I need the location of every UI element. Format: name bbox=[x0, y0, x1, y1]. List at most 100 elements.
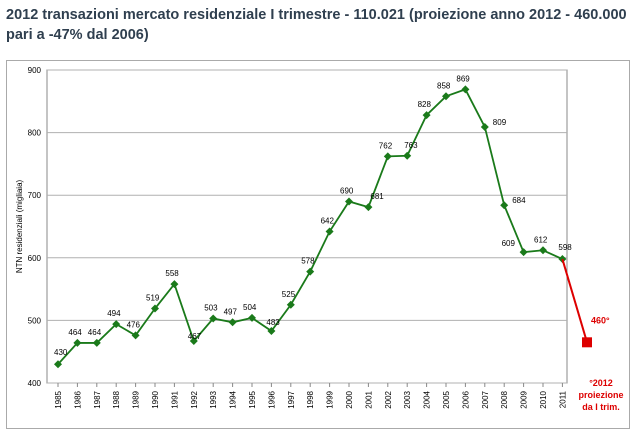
x-tick-label: 2001 bbox=[364, 390, 373, 408]
x-tick-label: 2011 bbox=[558, 390, 567, 408]
y-tick-labels: 400 500 600 700 800 900 bbox=[28, 66, 42, 388]
y-tick-label: 900 bbox=[28, 66, 42, 75]
data-point bbox=[539, 246, 547, 255]
x-tick-label: 2010 bbox=[539, 390, 548, 408]
data-label: 483 bbox=[266, 318, 280, 327]
data-label: 464 bbox=[88, 328, 102, 337]
chart-frame bbox=[6, 60, 630, 429]
data-label: 762 bbox=[379, 141, 393, 150]
data-label: 858 bbox=[437, 81, 451, 90]
x-tick-label: 1997 bbox=[287, 390, 296, 408]
y-tick-label: 700 bbox=[28, 191, 42, 200]
data-point bbox=[325, 227, 334, 236]
x-tick-label: 1986 bbox=[73, 390, 82, 408]
data-point bbox=[442, 92, 450, 101]
data-point bbox=[189, 337, 198, 346]
data-label: 578 bbox=[301, 257, 315, 266]
data-label: 809 bbox=[493, 118, 507, 127]
projection-value-label: 460° bbox=[591, 315, 610, 325]
data-label: 612 bbox=[534, 235, 548, 244]
data-point bbox=[131, 331, 140, 340]
x-tick-label: 2007 bbox=[481, 390, 490, 408]
x-tick-label: 1987 bbox=[93, 390, 102, 408]
data-label: 467 bbox=[188, 332, 202, 341]
projection-note: °2012 bbox=[589, 378, 613, 388]
x-tick-labels: 1985 1986 1987 1988 1989 1990 1991 1992 1993 1994… bbox=[54, 390, 567, 408]
x-tick-label: 1991 bbox=[170, 390, 179, 408]
data-label: 684 bbox=[512, 196, 526, 205]
data-point bbox=[170, 280, 179, 289]
y-tick-label: 400 bbox=[28, 379, 42, 388]
data-label: 828 bbox=[418, 100, 432, 109]
data-label: 497 bbox=[224, 307, 238, 316]
data-point bbox=[345, 197, 353, 206]
data-point bbox=[500, 201, 509, 210]
x-tick-label: 2002 bbox=[384, 390, 393, 408]
data-point bbox=[209, 314, 218, 323]
projection: 460° °2012 proiezione da I trim. bbox=[561, 258, 624, 412]
data-label: 681 bbox=[370, 192, 384, 201]
data-point bbox=[112, 320, 121, 329]
data-point bbox=[422, 111, 431, 120]
x-tick-label: 2009 bbox=[520, 390, 529, 408]
x-tick-label: 2005 bbox=[442, 390, 451, 408]
data-point bbox=[151, 304, 159, 313]
grid-lines bbox=[46, 69, 568, 387]
y-axis-label: NTN residenziali (migliaia) bbox=[15, 179, 24, 273]
x-tick-label: 2003 bbox=[403, 390, 412, 408]
data-point bbox=[54, 360, 62, 369]
data-point bbox=[403, 151, 412, 160]
data-label: 504 bbox=[243, 303, 257, 312]
data-label: 869 bbox=[456, 74, 470, 83]
projection-note: da I trim. bbox=[582, 402, 620, 412]
data-label: 519 bbox=[146, 294, 160, 303]
x-tick-label: 1994 bbox=[229, 390, 238, 408]
x-tick-label: 1995 bbox=[248, 390, 257, 408]
projection-line bbox=[561, 258, 588, 343]
data-labels: 430 464 464 494 476 519 558 467 503 497 504 483 525 5… bbox=[54, 74, 572, 357]
data-point bbox=[480, 122, 489, 131]
data-point bbox=[306, 267, 315, 276]
chart-title: 2012 transazioni mercato residenziale I … bbox=[6, 7, 627, 43]
data-point bbox=[248, 313, 256, 322]
data-point bbox=[519, 248, 528, 257]
x-tick-label: 2000 bbox=[345, 390, 354, 408]
projection-note: proiezione bbox=[578, 390, 623, 400]
plot-area bbox=[46, 69, 568, 384]
x-tick-label: 2004 bbox=[423, 390, 432, 408]
data-point bbox=[461, 85, 470, 94]
data-point bbox=[228, 318, 237, 327]
data-point bbox=[73, 338, 82, 347]
data-point bbox=[92, 338, 101, 347]
x-tick-label: 1988 bbox=[112, 390, 121, 408]
data-point bbox=[267, 327, 276, 336]
data-label: 763 bbox=[404, 141, 418, 150]
data-label: 558 bbox=[165, 269, 179, 278]
y-tick-label: 500 bbox=[28, 316, 42, 325]
data-point bbox=[286, 300, 295, 309]
data-point bbox=[364, 203, 373, 212]
y-tick-label: 800 bbox=[28, 129, 42, 138]
data-series bbox=[54, 85, 567, 369]
x-tick-label: 1990 bbox=[151, 390, 160, 408]
y-tick-label: 600 bbox=[28, 254, 42, 263]
x-tick-label: 2006 bbox=[461, 390, 470, 408]
x-tick-label: 1989 bbox=[132, 390, 141, 408]
x-tick-label: 1992 bbox=[190, 390, 199, 408]
data-label: 503 bbox=[204, 304, 218, 313]
data-label: 430 bbox=[54, 348, 68, 357]
data-label: 598 bbox=[558, 243, 572, 252]
data-label: 690 bbox=[340, 186, 354, 195]
data-label: 464 bbox=[68, 328, 82, 337]
data-label: 642 bbox=[321, 217, 335, 226]
data-label: 609 bbox=[502, 239, 516, 248]
data-point bbox=[383, 152, 392, 161]
x-tick-label: 1998 bbox=[306, 390, 315, 408]
x-tick-label: 1993 bbox=[209, 390, 218, 408]
data-label: 525 bbox=[282, 290, 296, 299]
x-tick-label: 1996 bbox=[267, 390, 276, 408]
projection-point bbox=[582, 337, 592, 348]
x-tick-label: 1985 bbox=[54, 390, 63, 408]
data-label: 494 bbox=[107, 309, 121, 318]
